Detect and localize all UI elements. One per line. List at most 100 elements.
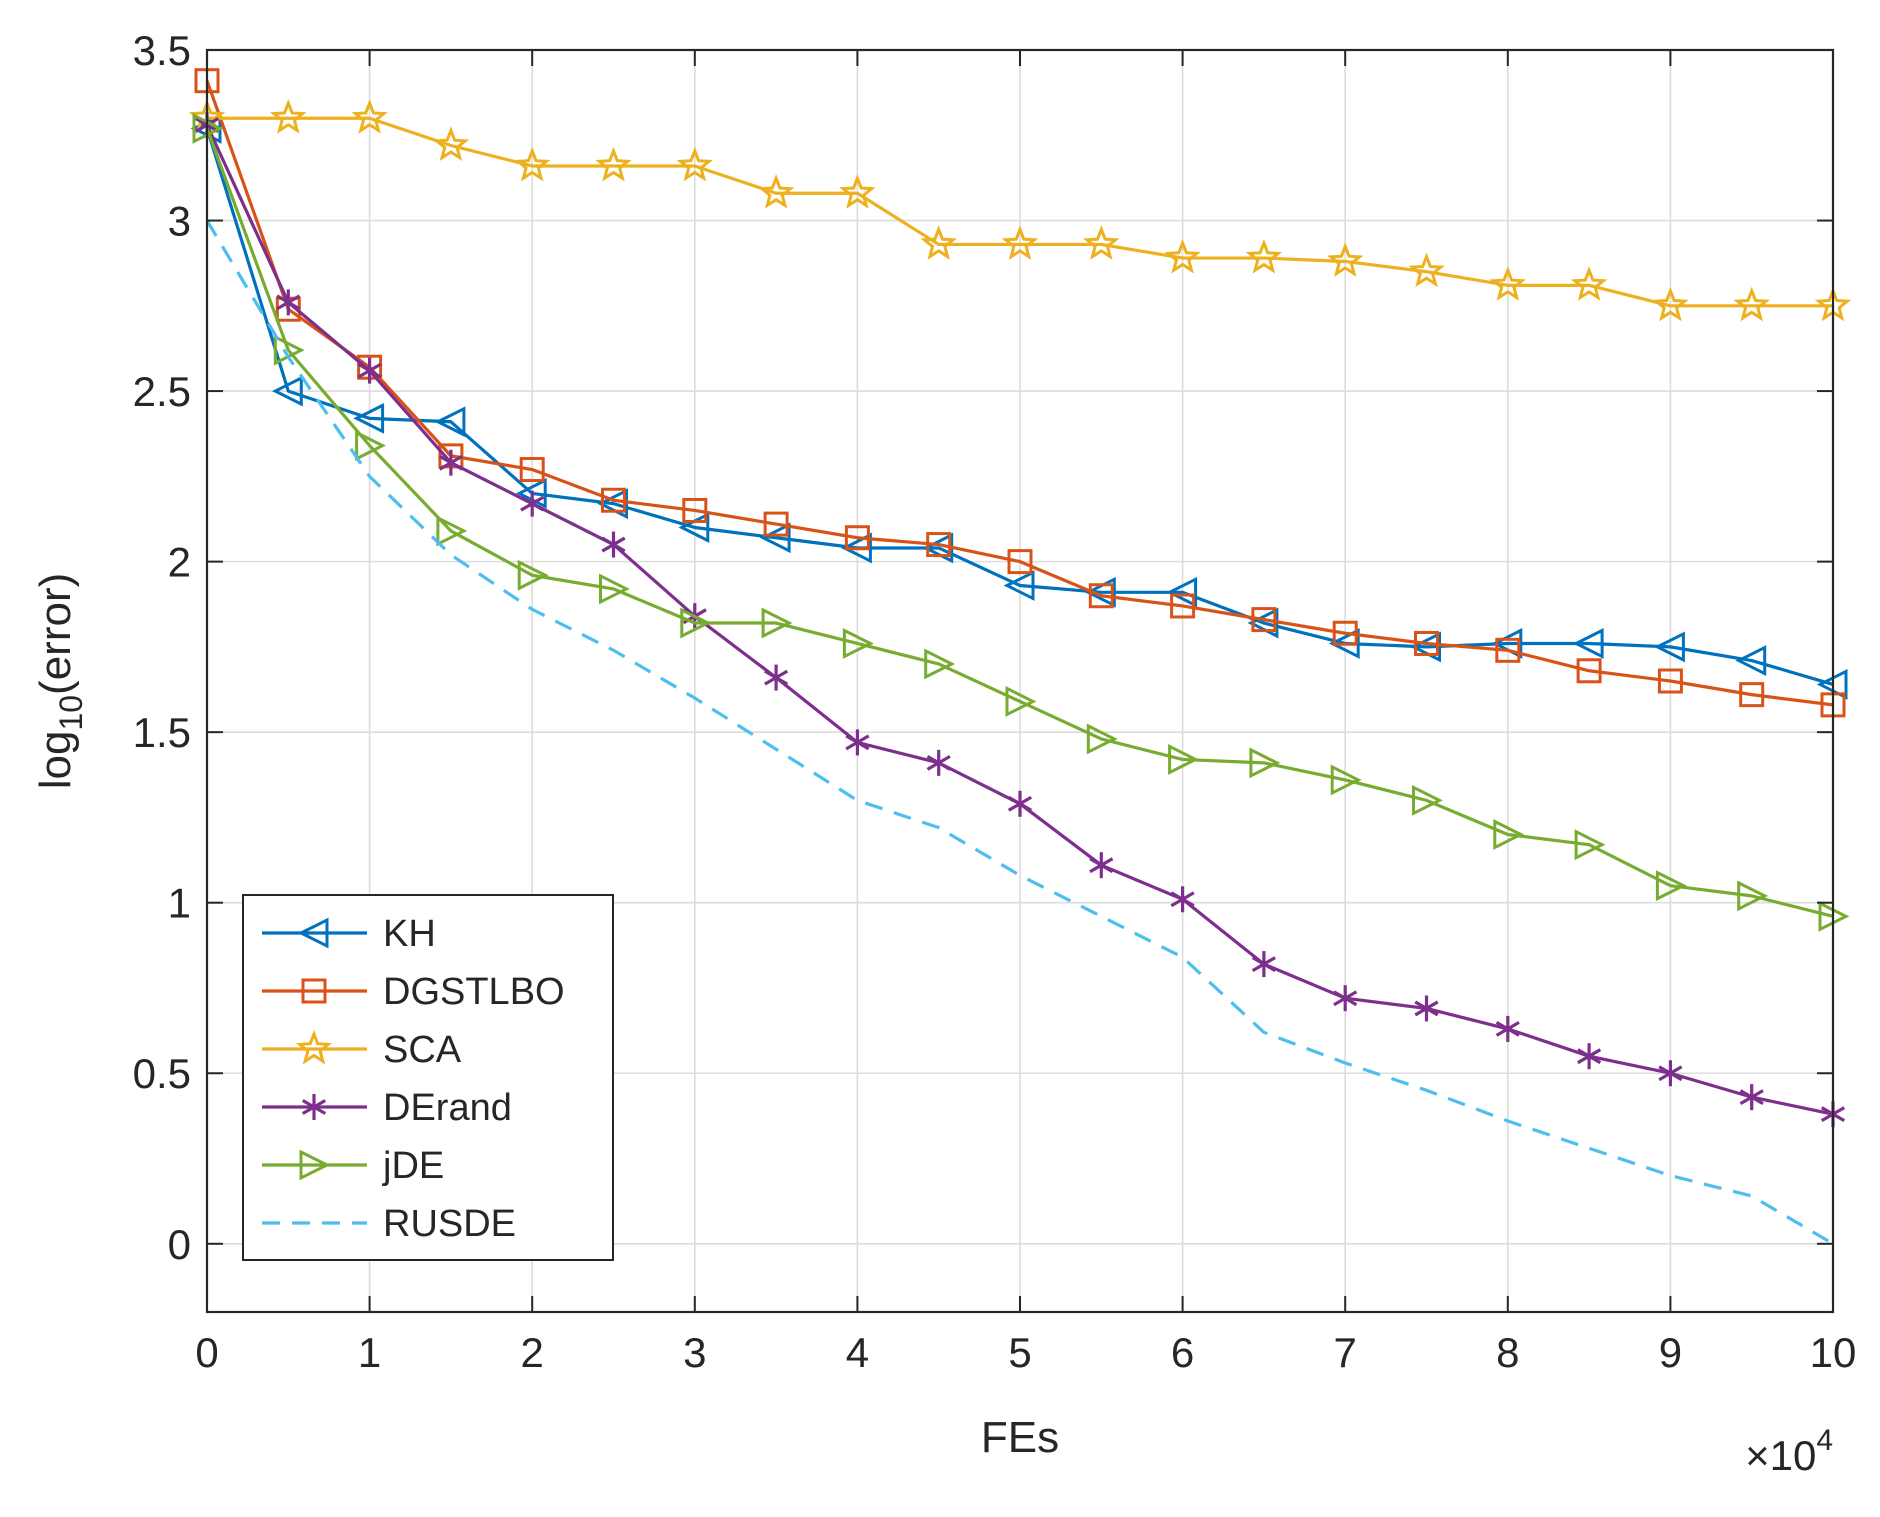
- marker-stroke: [1414, 1000, 1439, 1017]
- data-point-derand: [601, 531, 626, 558]
- data-point-derand: [520, 490, 545, 517]
- data-point-sca: [1001, 225, 1039, 260]
- series-line-rusde: [205, 219, 1834, 1246]
- data-point-jde: [1330, 764, 1362, 796]
- data-point-derand: [1170, 886, 1195, 913]
- data-point-jde: [761, 607, 793, 639]
- legend-marker-sca: [295, 1029, 333, 1065]
- series-rusde: [205, 219, 1834, 1246]
- data-point-sca: [270, 99, 307, 134]
- marker-stroke: [926, 754, 951, 771]
- data-point-dgstlbo: [601, 487, 626, 513]
- data-point-sca: [920, 225, 957, 260]
- marker-stroke: [1658, 1065, 1683, 1082]
- x-tick-label: 3: [683, 1329, 706, 1376]
- data-point-jde: [1737, 880, 1769, 912]
- data-point-kh: [1572, 628, 1604, 659]
- data-point-dgstlbo: [1576, 658, 1602, 684]
- y-tick-label: 2: [168, 539, 191, 586]
- marker-stroke: [764, 669, 789, 686]
- marker-stroke: [601, 536, 626, 553]
- legend-label-dgstlbo: DGSTLBO: [383, 971, 565, 1013]
- data-point-sca: [1489, 266, 1526, 301]
- legend-box: [242, 894, 614, 1261]
- data-point-derand: [1658, 1060, 1683, 1087]
- data-point-jde: [1655, 870, 1687, 902]
- data-point-sca: [1652, 286, 1689, 322]
- data-point-sca: [351, 99, 388, 134]
- data-point-kh: [841, 532, 872, 564]
- data-point-dgstlbo: [1414, 630, 1439, 656]
- data-point-sca: [1570, 266, 1608, 301]
- x-tick-label: 1: [358, 1329, 381, 1376]
- marker-stroke: [1007, 795, 1033, 812]
- marker-stroke: [845, 734, 870, 751]
- legend-marker-dgstlbo: [301, 978, 327, 1004]
- data-point-derand: [1577, 1043, 1602, 1070]
- data-point-jde: [1574, 829, 1606, 861]
- y-tick-label: 1: [168, 880, 191, 927]
- legend-label-kh: KH: [383, 913, 436, 955]
- data-point-dgstlbo: [519, 457, 545, 483]
- x-tick-label: 5: [1008, 1329, 1031, 1376]
- data-point-derand: [926, 749, 951, 776]
- data-point-derand: [1251, 951, 1276, 978]
- legend-label-jde: jDE: [382, 1145, 444, 1187]
- x-tick-label: 4: [846, 1329, 869, 1376]
- data-point-dgstlbo: [926, 532, 952, 558]
- marker-stroke: [1333, 990, 1358, 1007]
- data-point-derand: [276, 289, 301, 316]
- data-point-sca: [595, 146, 632, 182]
- legend-label-derand: DErand: [383, 1087, 512, 1129]
- legend-label-sca: SCA: [383, 1029, 462, 1071]
- data-point-derand: [357, 357, 382, 384]
- data-point-sca: [839, 174, 876, 209]
- data-point-jde: [680, 607, 712, 639]
- data-point-kh: [353, 402, 385, 434]
- data-point-sca: [1408, 252, 1445, 288]
- data-point-jde: [924, 648, 956, 680]
- y-tick-label: 3: [168, 198, 191, 245]
- series-line-kh: [205, 127, 1834, 686]
- data-point-derand: [1007, 790, 1033, 817]
- series-line-jde: [205, 127, 1834, 918]
- y-tick-label: 1.5: [133, 709, 191, 756]
- x-tick-label: 0: [195, 1329, 218, 1376]
- data-point-kh: [1328, 628, 1360, 659]
- data-point-kh: [434, 406, 466, 438]
- y-tick-label: 0.5: [133, 1050, 191, 1097]
- data-point-dgstlbo: [1088, 583, 1114, 609]
- data-point-dgstlbo: [1170, 593, 1196, 619]
- data-point-dgstlbo: [682, 497, 708, 523]
- data-point-jde: [517, 559, 549, 591]
- data-point-jde: [1168, 744, 1199, 775]
- data-point-kh: [1003, 570, 1035, 601]
- x-tick-label: 8: [1496, 1329, 1519, 1376]
- data-point-sca: [1327, 242, 1364, 277]
- data-point-kh: [759, 522, 791, 554]
- marker-stroke: [520, 495, 545, 512]
- series-line-dgstlbo: [205, 80, 1834, 707]
- legend-item-sca: SCA: [262, 1029, 462, 1071]
- data-point-jde: [599, 573, 630, 605]
- data-point-jde: [1086, 723, 1118, 755]
- data-point-jde: [1005, 686, 1037, 717]
- marker-stroke: [357, 362, 382, 379]
- data-point-sca: [1245, 238, 1283, 274]
- marker-stroke: [1577, 1048, 1602, 1065]
- data-point-derand: [1089, 852, 1114, 879]
- marker-stroke: [276, 294, 301, 311]
- data-point-kh: [271, 375, 303, 407]
- data-point-derand: [438, 449, 463, 476]
- data-point-sca: [1733, 286, 1770, 322]
- legend-marker-derand: [301, 1094, 327, 1120]
- data-point-derand: [764, 664, 789, 691]
- marker-stroke: [1739, 1089, 1764, 1106]
- x-axis-title: FEs: [981, 1413, 1059, 1462]
- data-point-derand: [845, 729, 870, 756]
- data-point-derand: [1739, 1084, 1764, 1111]
- legend-marker-kh: [297, 917, 329, 949]
- x-tick-label: 10: [1810, 1329, 1857, 1376]
- data-point-sca: [514, 146, 551, 182]
